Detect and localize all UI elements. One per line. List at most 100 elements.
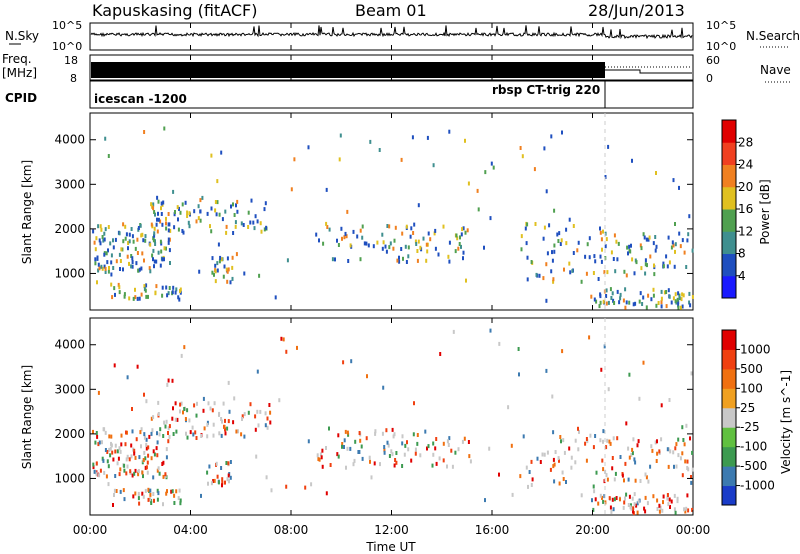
range-cell (98, 473, 101, 478)
range-cell (145, 399, 148, 404)
range-cell (165, 216, 167, 221)
range-cell (225, 230, 228, 235)
range-cell (285, 484, 288, 489)
range-cell (410, 458, 413, 463)
range-cell (154, 242, 157, 246)
range-cell (144, 488, 147, 493)
range-cell (385, 428, 388, 433)
range-cell (181, 229, 184, 233)
colorbar-segment (722, 231, 736, 254)
range-cell (216, 268, 219, 273)
range-cell (557, 239, 560, 243)
range-cell (132, 494, 135, 499)
range-cell (226, 426, 229, 431)
range-cell (455, 233, 458, 238)
range-cell (132, 296, 135, 301)
range-cell (252, 220, 255, 225)
range-cell (210, 229, 213, 234)
range-cell (388, 454, 391, 458)
time-tick-label: 20:00 (575, 523, 610, 537)
range-cell (550, 134, 553, 139)
range-cell (214, 208, 217, 213)
range-cell (106, 459, 109, 464)
range-cell (637, 439, 640, 444)
range-cell (416, 433, 419, 437)
range-cell (619, 292, 622, 297)
range-cell (228, 409, 231, 414)
range-cell (553, 249, 556, 254)
power-scatter (92, 113, 694, 310)
range-cell (154, 290, 157, 295)
range-cell (117, 282, 120, 287)
range-cell (649, 464, 652, 469)
range-cell (565, 480, 567, 484)
range-cell (545, 189, 548, 194)
range-cell (687, 232, 690, 237)
range-cell (158, 432, 161, 437)
nave-label: Nave (760, 63, 791, 77)
range-tick-label: 1000 (54, 266, 85, 280)
range-cell (464, 230, 467, 235)
range-cell (594, 434, 597, 438)
range-cell (665, 304, 668, 309)
range-cell (263, 227, 266, 232)
range-cell (143, 450, 146, 455)
range-cell (229, 280, 232, 285)
range-cell (214, 269, 217, 274)
range-cell (624, 305, 627, 310)
range-cell (170, 489, 173, 494)
range-cell (157, 412, 160, 416)
range-cell (360, 444, 363, 449)
colorbar-tick-label: 1000 (740, 342, 771, 356)
range-cell (655, 244, 658, 249)
range-cell (328, 426, 330, 431)
range-cell (95, 461, 98, 466)
range-cell (224, 480, 226, 485)
range-cell (520, 247, 523, 252)
range-cell (434, 228, 437, 233)
range-cell (611, 456, 614, 460)
range-cell (125, 430, 127, 435)
noise-right-tick-top: 10^5 (706, 19, 736, 32)
range-cell (569, 270, 572, 275)
range-cell (667, 235, 670, 240)
range-cell (548, 223, 551, 228)
time-axis: 00:00 04:00 08:00 12:00 16:00 20:00 00:00 (73, 23, 711, 537)
range-cell (586, 439, 589, 444)
range-cell (164, 424, 167, 429)
range-cell (570, 465, 573, 470)
range-cell (601, 495, 603, 500)
range-cell (181, 202, 184, 207)
range-cell (118, 472, 121, 477)
range-cell (132, 239, 135, 244)
range-cell (656, 498, 659, 503)
range-cell (250, 198, 253, 203)
range-cell (179, 402, 182, 407)
range-cell (658, 509, 661, 514)
range-cell (395, 460, 398, 465)
range-cell (232, 202, 234, 207)
range-cell (325, 491, 328, 496)
range-cell (599, 300, 602, 305)
range-cell (228, 479, 230, 484)
range-cell (125, 232, 128, 237)
range-cell (678, 296, 681, 300)
range-cell (211, 270, 214, 275)
range-cell (611, 466, 614, 471)
range-cell (145, 446, 148, 451)
range-cell (223, 264, 226, 269)
range-cell (254, 414, 257, 419)
range-cell (336, 452, 339, 457)
range-cell (590, 294, 593, 299)
range-cell (147, 445, 150, 450)
range-cell (356, 234, 359, 239)
power-ylabel: Slant Range [km] (20, 160, 34, 264)
range-cell (682, 293, 685, 298)
range-cell (634, 478, 637, 483)
range-cell (130, 254, 133, 258)
range-cell (660, 403, 663, 408)
range-cell (595, 470, 598, 475)
time-tick-label: 00:00 (676, 523, 711, 537)
range-cell (160, 249, 163, 254)
range-cell (446, 439, 449, 444)
